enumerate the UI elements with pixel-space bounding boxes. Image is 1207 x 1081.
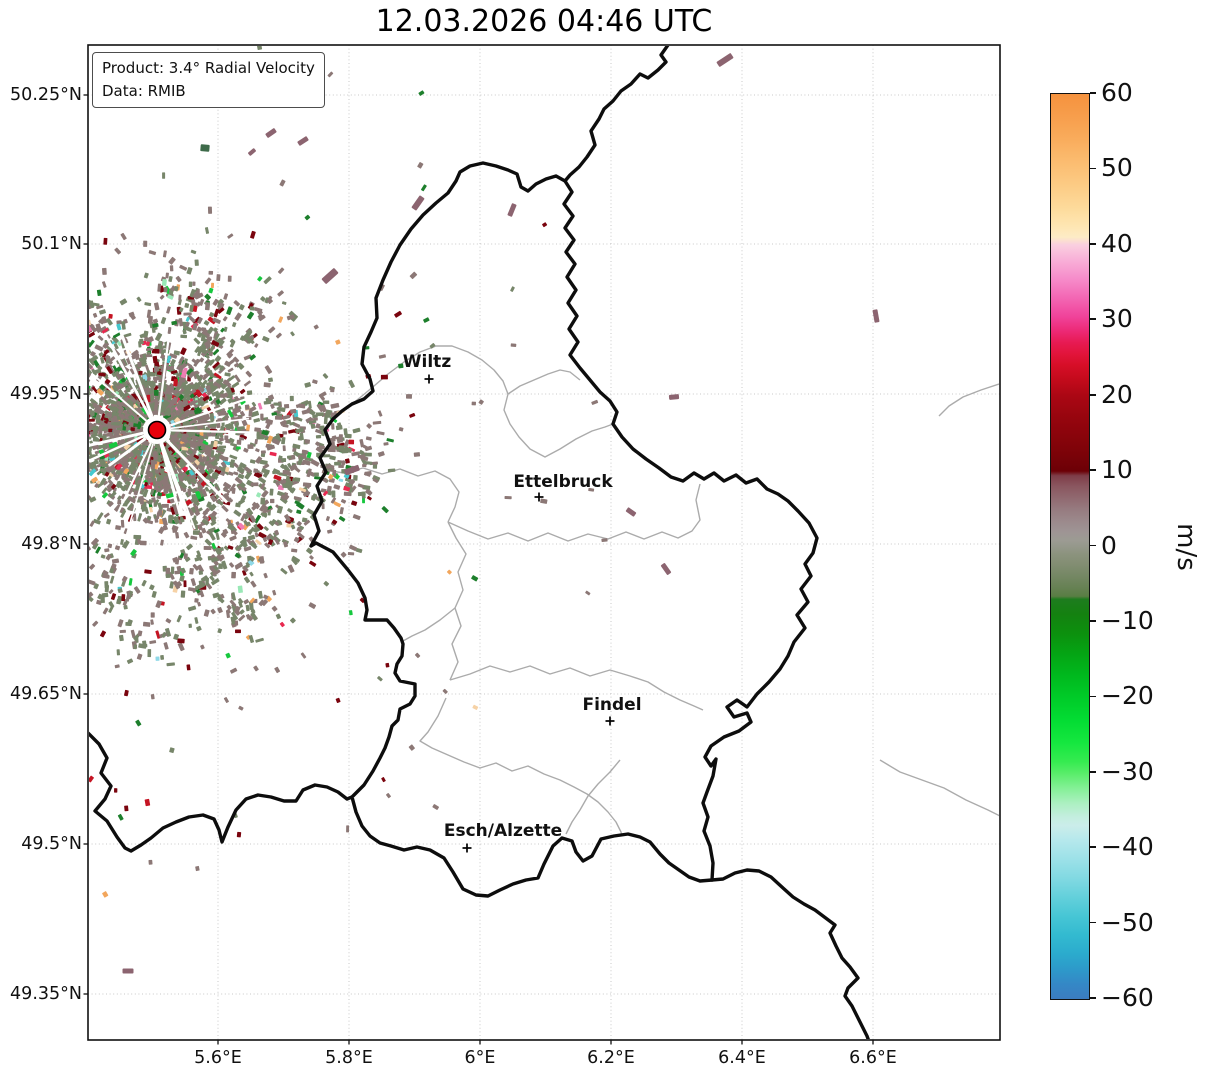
- internal-border-path: [879, 759, 999, 817]
- country-border-path: [563, 46, 670, 183]
- colorbar-tick-label: 0: [1101, 530, 1117, 560]
- colorbar-tick-label: −50: [1101, 907, 1154, 937]
- country-border-path: [309, 161, 819, 898]
- internal-border-path: [447, 521, 467, 681]
- far-streak: [411, 195, 425, 211]
- country-border-path: [89, 731, 354, 853]
- y-tick-label: 49.8°N: [21, 534, 82, 554]
- city-marker: [424, 374, 434, 384]
- colorbar-tick-mark: [1090, 620, 1096, 622]
- colorbar-tick-mark: [1090, 469, 1096, 471]
- colorbar-tick-mark: [1090, 243, 1096, 245]
- x-tick-label: 6.6°E: [849, 1048, 897, 1068]
- product-info-line1: Product: 3.4° Radial Velocity: [102, 59, 315, 77]
- colorbar-tick-label: 20: [1101, 379, 1133, 409]
- colorbar-tick-mark: [1090, 997, 1096, 999]
- far-streak: [122, 968, 134, 974]
- city-label: Esch/Alzette: [444, 821, 562, 841]
- far-streak: [716, 53, 734, 67]
- internal-border-path: [447, 483, 701, 542]
- colorbar-gradient: [1050, 93, 1090, 1000]
- colorbar-tick-mark: [1090, 544, 1096, 547]
- colorbar-tick-mark: [1090, 846, 1096, 849]
- plot-title: 12.03.2026 04:46 UTC: [375, 4, 713, 39]
- x-tick-label: 6.2°E: [587, 1048, 635, 1068]
- colorbar-tick-mark: [1090, 92, 1096, 94]
- far-streak: [297, 136, 309, 146]
- country-border-path: [710, 868, 870, 1039]
- far-streak: [321, 268, 339, 284]
- colorbar-tick-label: −60: [1101, 983, 1154, 1012]
- colorbar-tick-label: −30: [1101, 756, 1154, 786]
- colorbar-tick-mark: [1090, 695, 1096, 698]
- city-label: Wiltz: [403, 352, 452, 372]
- far-streak: [248, 148, 256, 156]
- country-border-layer: [89, 46, 870, 1039]
- far-streak: [625, 507, 637, 517]
- internal-border-path: [402, 607, 456, 642]
- far-streak: [200, 144, 210, 152]
- plot-background: [88, 45, 1000, 1040]
- x-tick-label: 6°E: [464, 1048, 496, 1068]
- y-tick-label: 49.35°N: [10, 984, 82, 1004]
- x-tick-label: 6.4°E: [718, 1048, 766, 1068]
- far-streak: [872, 309, 880, 323]
- colorbar-tick-label: −10: [1101, 605, 1154, 635]
- far-streak: [507, 203, 517, 217]
- plot-frame: [87, 44, 1001, 1041]
- x-tick-label: 5.8°E: [325, 1048, 373, 1068]
- colorbar-tick-mark: [1090, 318, 1096, 321]
- internal-border-path: [419, 697, 623, 837]
- gridline-layer: [88, 45, 1000, 1040]
- axis-tick-marks: [83, 94, 874, 1045]
- far-streak: [660, 563, 672, 575]
- far-streak: [344, 464, 360, 476]
- far-streak: [265, 128, 277, 138]
- city-marker: [462, 843, 472, 853]
- colorbar-tick-label: 30: [1101, 304, 1133, 334]
- city-layer: Wiltz Ettelbruck Findel Esch/Alzette: [403, 352, 642, 853]
- city-label: Ettelbruck: [513, 472, 613, 492]
- internal-border-path: [449, 665, 704, 711]
- y-tick-label: 50.25°N: [10, 85, 82, 105]
- y-tick-label: 49.65°N: [10, 684, 82, 704]
- colorbar-tick-mark: [1090, 770, 1096, 773]
- city-label: Findel: [582, 695, 641, 715]
- colorbar-tick-label: 50: [1101, 153, 1133, 183]
- y-tick-label: 50.1°N: [21, 234, 82, 254]
- radar-spoke-layer: [89, 331, 255, 542]
- colorbar-tick-mark: [1090, 393, 1096, 396]
- y-tick-label: 49.5°N: [21, 834, 82, 854]
- colorbar-tick-label: 40: [1101, 228, 1133, 258]
- colorbar-unit-label: m/s: [1171, 523, 1201, 571]
- colorbar-tick-label: −40: [1101, 832, 1154, 862]
- colorbar-tick-label: 10: [1101, 455, 1133, 485]
- colorbar-tick-mark: [1090, 921, 1096, 924]
- product-info-line2: Data: RMIB: [102, 81, 186, 100]
- x-tick-label: 5.6°E: [194, 1048, 242, 1068]
- colorbar-tick-label: 60: [1101, 78, 1133, 107]
- far-streak: [668, 394, 680, 400]
- internal-border-path: [507, 369, 581, 395]
- colorbar-tick-label: −20: [1101, 681, 1154, 711]
- city-marker: [534, 492, 544, 502]
- internal-border-path: [565, 759, 621, 835]
- y-tick-label: 49.95°N: [10, 384, 82, 404]
- internal-border-path: [938, 383, 999, 417]
- product-info-box: Product: 3.4° Radial Velocity Data: RMIB: [92, 52, 325, 108]
- city-marker: [605, 716, 615, 726]
- colorbar-tick-mark: [1090, 167, 1096, 170]
- radar-site-marker: [147, 420, 167, 440]
